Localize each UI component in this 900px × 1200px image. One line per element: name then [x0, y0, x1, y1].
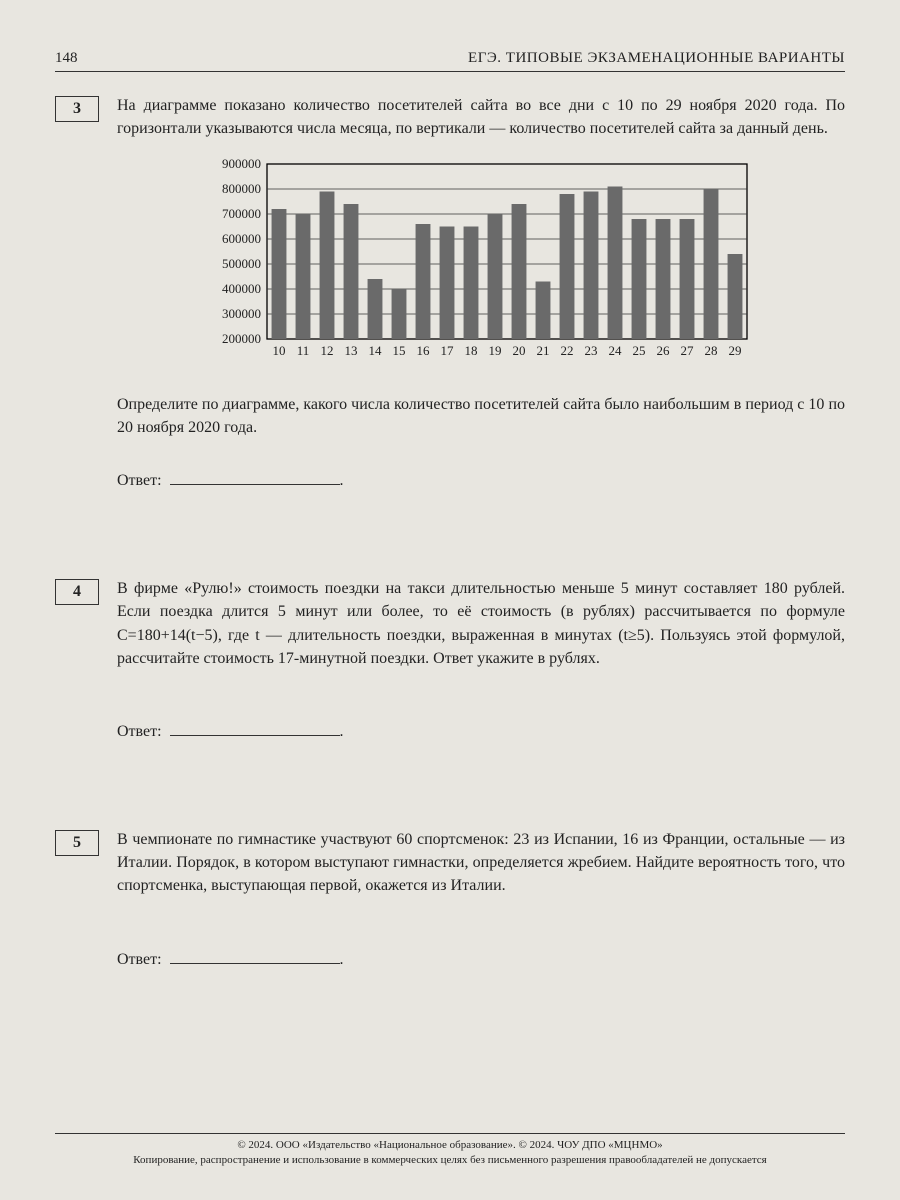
- task-number-box: 5: [55, 830, 99, 856]
- task-number-box: 4: [55, 579, 99, 605]
- svg-text:900000: 900000: [222, 156, 261, 171]
- svg-text:23: 23: [585, 343, 598, 358]
- task-5: 5 В чемпионате по гимнастике участвуют 6…: [55, 828, 845, 971]
- page-header: 148 ЕГЭ. ТИПОВЫЕ ЭКЗАМЕНАЦИОННЫЕ ВАРИАНТ…: [55, 50, 845, 72]
- answer-row: Ответ: .: [117, 720, 845, 743]
- svg-text:700000: 700000: [222, 206, 261, 221]
- task-text: В чемпионате по гимнастике участвуют 60 …: [117, 828, 845, 898]
- svg-text:28: 28: [705, 343, 718, 358]
- page-footer: © 2024. ООО «Издательство «Национальное …: [55, 1133, 845, 1168]
- answer-label: Ответ:: [117, 472, 162, 489]
- footer-line1: © 2024. ООО «Издательство «Национальное …: [55, 1138, 845, 1153]
- task-number-box: 3: [55, 96, 99, 122]
- svg-text:19: 19: [489, 343, 502, 358]
- answer-blank[interactable]: [170, 948, 340, 964]
- task-question-text: Определите по диаграмме, какого числа ко…: [117, 393, 845, 439]
- svg-text:300000: 300000: [222, 306, 261, 321]
- svg-text:27: 27: [681, 343, 695, 358]
- svg-text:18: 18: [465, 343, 478, 358]
- answer-label: Ответ:: [117, 723, 162, 740]
- task-body: На диаграмме показано количество посетит…: [117, 94, 845, 492]
- svg-text:600000: 600000: [222, 231, 261, 246]
- answer-row: Ответ: .: [117, 469, 845, 492]
- svg-text:29: 29: [729, 343, 742, 358]
- svg-text:20: 20: [513, 343, 526, 358]
- svg-text:21: 21: [537, 343, 550, 358]
- task-4: 4 В фирме «Рулю!» стоимость поездки на т…: [55, 577, 845, 743]
- footer-line2: Копирование, распространение и использов…: [55, 1153, 845, 1168]
- svg-text:400000: 400000: [222, 281, 261, 296]
- svg-text:200000: 200000: [222, 331, 261, 346]
- svg-text:12: 12: [321, 343, 334, 358]
- svg-text:26: 26: [657, 343, 671, 358]
- bar-chart-svg: 200000 300000 400000 500000 600000 700000 8000…: [197, 154, 757, 369]
- answer-blank[interactable]: [170, 720, 340, 736]
- svg-text:10: 10: [273, 343, 286, 358]
- task-intro-text: На диаграмме показано количество посетит…: [117, 94, 845, 140]
- svg-text:14: 14: [369, 343, 383, 358]
- header-title: ЕГЭ. ТИПОВЫЕ ЭКЗАМЕНАЦИОННЫЕ ВАРИАНТЫ: [468, 50, 845, 67]
- svg-text:16: 16: [417, 343, 431, 358]
- answer-label: Ответ:: [117, 951, 162, 968]
- task-body: В чемпионате по гимнастике участвуют 60 …: [117, 828, 845, 971]
- task-text: В фирме «Рулю!» стоимость поездки на так…: [117, 577, 845, 670]
- svg-text:22: 22: [561, 343, 574, 358]
- svg-text:17: 17: [441, 343, 455, 358]
- svg-text:800000: 800000: [222, 181, 261, 196]
- answer-blank[interactable]: [170, 469, 340, 485]
- svg-text:13: 13: [345, 343, 358, 358]
- svg-text:24: 24: [609, 343, 623, 358]
- visitors-chart: 200000 300000 400000 500000 600000 700000 8000…: [197, 154, 845, 376]
- page-number: 148: [55, 50, 78, 67]
- task-3: 3 На диаграмме показано количество посет…: [55, 94, 845, 492]
- svg-text:500000: 500000: [222, 256, 261, 271]
- svg-text:11: 11: [297, 343, 310, 358]
- task-body: В фирме «Рулю!» стоимость поездки на так…: [117, 577, 845, 743]
- svg-text:15: 15: [393, 343, 406, 358]
- answer-row: Ответ: .: [117, 948, 845, 971]
- svg-text:25: 25: [633, 343, 646, 358]
